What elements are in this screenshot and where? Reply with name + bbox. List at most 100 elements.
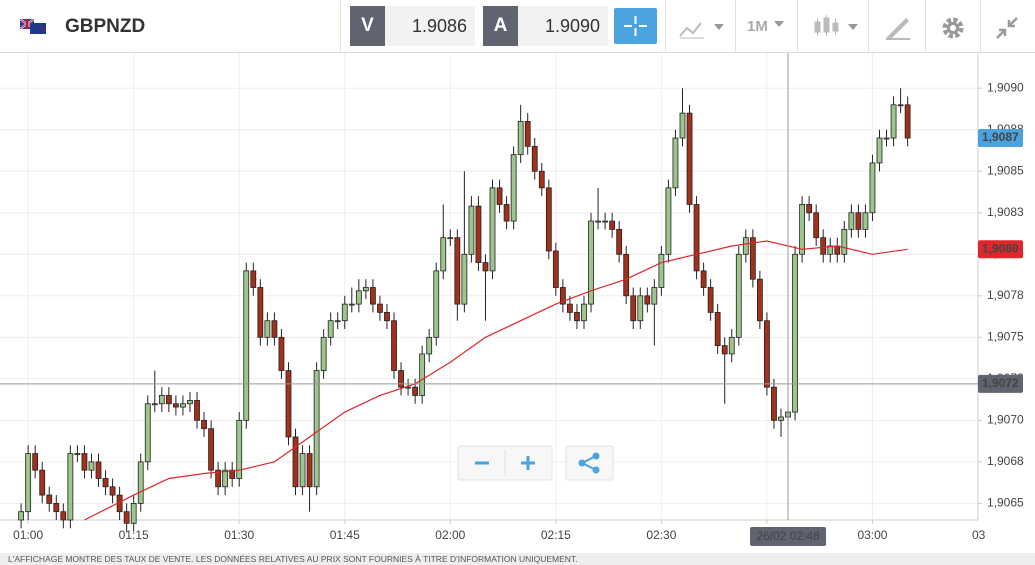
candle-body	[334, 320, 341, 323]
symbol: GBPNZD	[65, 16, 146, 37]
candle-body	[827, 245, 834, 255]
candle-body	[306, 453, 313, 488]
candle-body	[384, 312, 390, 322]
ma-last-label-box	[978, 240, 1023, 259]
crosshair-time-label: 26/02 02:48	[756, 529, 820, 543]
candle-body	[67, 453, 74, 521]
candle-body	[721, 345, 728, 355]
candle-body	[278, 336, 285, 371]
candle-body	[46, 494, 53, 504]
sell-button[interactable]: V	[350, 6, 385, 46]
toolbar: GBPNZD V 1.9086 A 1.9090 1M	[0, 0, 1035, 53]
candle-body	[524, 121, 531, 147]
candle-body	[229, 469, 236, 479]
candle-body	[623, 253, 630, 297]
separator	[797, 0, 798, 53]
candle-body	[574, 312, 580, 322]
candle-body	[299, 453, 306, 488]
candle-body	[447, 237, 454, 240]
x-tick-label: 02:30	[646, 528, 676, 542]
candle-body	[855, 212, 862, 230]
candle-body	[862, 212, 869, 230]
x-tick-label: 03	[972, 528, 986, 542]
share-dot	[592, 452, 600, 460]
candle-body	[792, 253, 798, 413]
y-tick-label: 1,9075	[987, 329, 1024, 343]
candle-body	[813, 212, 820, 239]
candle-body	[778, 416, 784, 421]
candle-body	[391, 320, 397, 371]
share-panel	[565, 445, 614, 481]
candle-body	[39, 469, 46, 496]
x-tick-label: 01:30	[224, 528, 254, 542]
candle-body	[32, 453, 39, 471]
candle-body	[88, 461, 95, 471]
candle-body	[890, 104, 897, 139]
candle-body	[426, 336, 433, 355]
candle-body	[897, 104, 904, 107]
candle-body	[651, 287, 658, 305]
candle-body	[405, 386, 411, 389]
candle-body	[771, 386, 777, 421]
separator	[665, 0, 666, 53]
candle-body	[109, 486, 116, 496]
candle-body	[264, 320, 271, 338]
candle-body	[475, 205, 482, 263]
candle-body	[257, 287, 264, 338]
candle-body	[482, 262, 489, 272]
separator	[980, 0, 981, 53]
candle-body	[440, 237, 447, 272]
candle-body	[581, 303, 587, 322]
buy-price[interactable]: 1.9090	[518, 6, 608, 46]
candle-body	[222, 469, 229, 488]
plot-area	[0, 53, 978, 520]
candle-body	[841, 228, 848, 255]
y-tick-label: 1,9083	[987, 205, 1024, 219]
candle-body	[165, 395, 172, 405]
candle-body	[665, 187, 672, 255]
x-tick-label: 01:15	[119, 528, 149, 542]
candle-body	[468, 205, 475, 255]
collapse-button[interactable]	[995, 16, 1021, 40]
candle-body	[609, 220, 616, 230]
chart: 1,90651,90681,90701,90731,90751,90781,90…	[0, 53, 1024, 546]
candle-body	[510, 154, 517, 222]
crosshair-button[interactable]	[614, 8, 657, 44]
candle-body	[496, 187, 503, 205]
candle-body	[735, 253, 742, 338]
dropdown-arrow	[774, 21, 784, 27]
candle-body	[630, 295, 637, 322]
candle-body	[538, 170, 545, 189]
candle-body	[18, 511, 25, 521]
candle-body	[320, 336, 327, 371]
timeframe[interactable]: 1M	[747, 18, 768, 35]
separator	[735, 0, 736, 53]
x-tick-label: 03:00	[857, 528, 887, 542]
disclaimer: L'AFFICHAGE MONTRE DES TAUX DE VENTE. LE…	[0, 553, 1035, 565]
candle-body	[700, 270, 707, 288]
candle-body	[531, 145, 538, 172]
candle-body	[362, 287, 369, 292]
candle-body	[461, 253, 468, 305]
chart-type-button[interactable]	[678, 14, 726, 40]
candle-body	[764, 320, 770, 388]
crosshair-time-box	[750, 527, 827, 546]
candle-type-button[interactable]	[812, 14, 860, 40]
candle-body	[53, 502, 60, 513]
separator	[925, 0, 926, 53]
candle-body	[686, 112, 693, 205]
drawing-button[interactable]	[884, 14, 912, 40]
zoom-controls[interactable]	[457, 445, 614, 481]
candle-body	[398, 370, 404, 388]
candle-body	[215, 469, 222, 488]
sell-price[interactable]: 1.9086	[385, 6, 475, 46]
candle-body	[658, 253, 665, 288]
buy-button[interactable]: A	[483, 6, 518, 46]
settings-button[interactable]	[940, 15, 966, 41]
candle-body	[517, 121, 524, 156]
candle-body	[208, 428, 214, 471]
bid-price-label-box	[978, 129, 1023, 148]
ma-last-label: 1,9080	[982, 241, 1019, 255]
zoom-in-icon	[521, 456, 535, 470]
